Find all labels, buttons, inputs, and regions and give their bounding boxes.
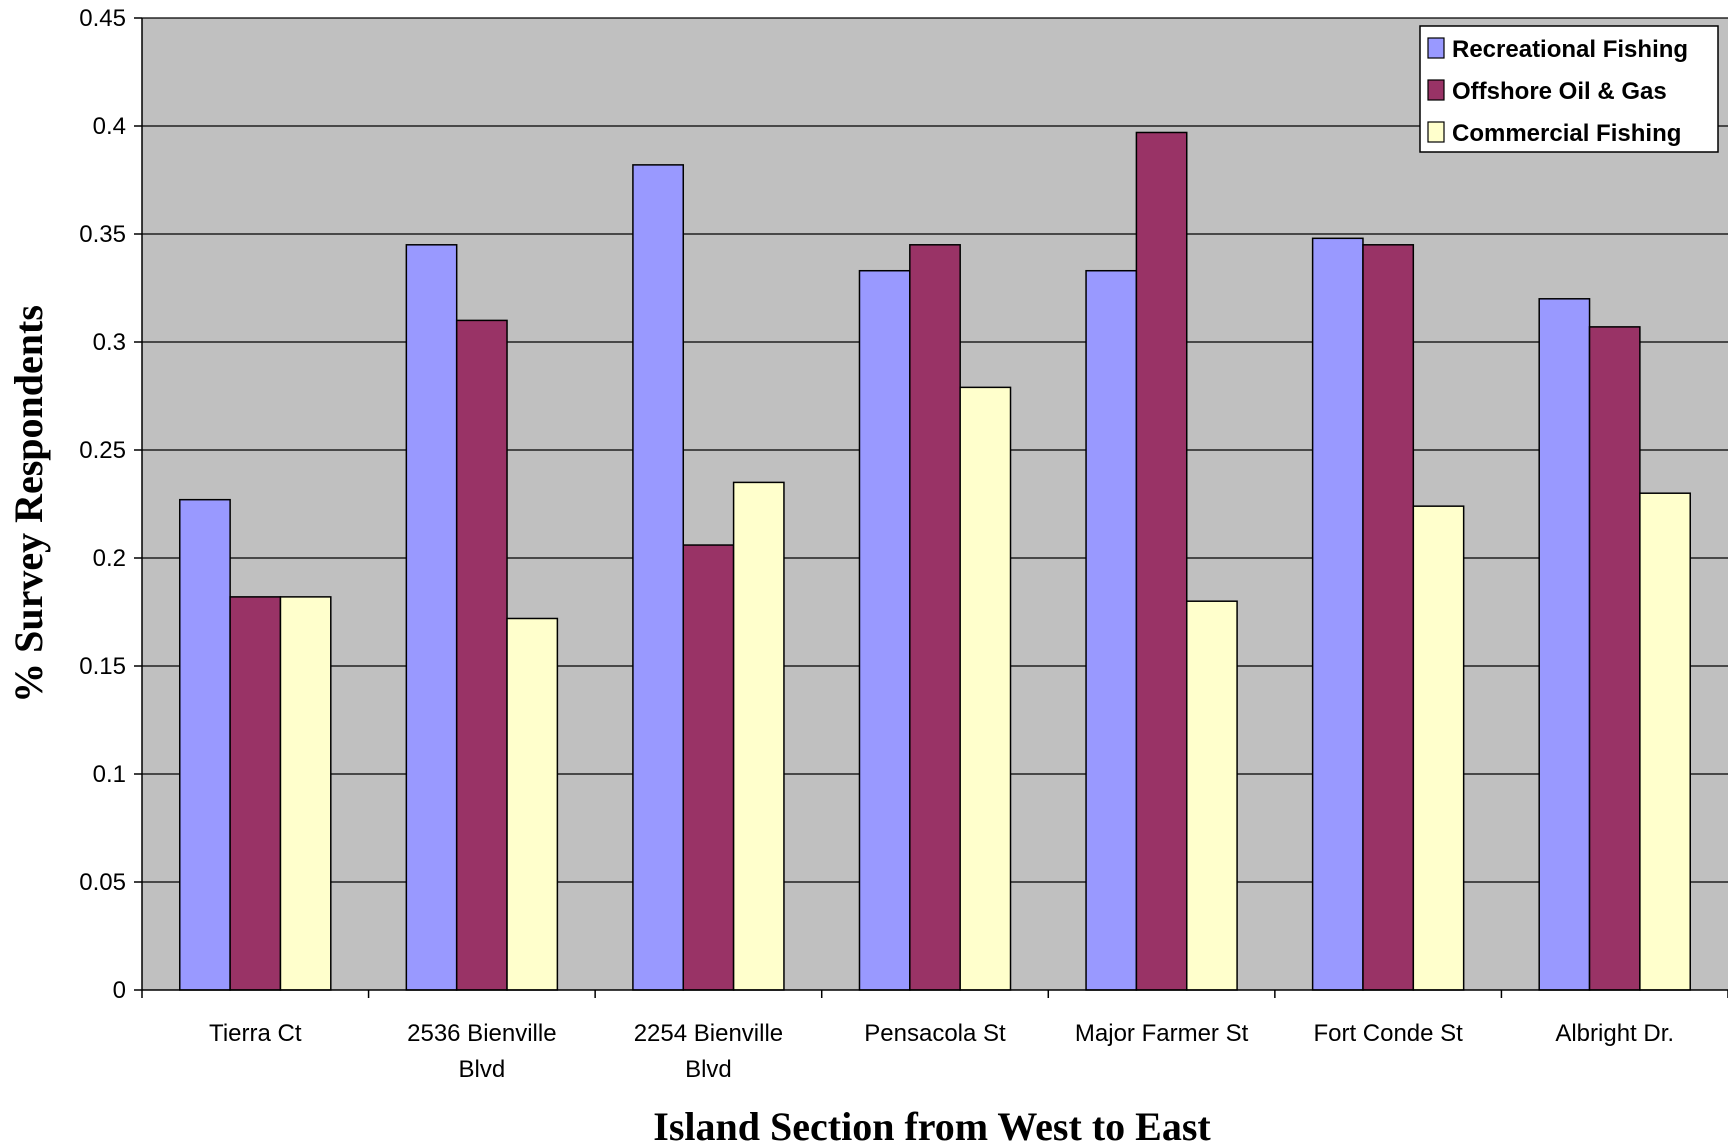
legend-swatch bbox=[1427, 79, 1445, 101]
bar bbox=[1135, 131, 1188, 991]
x-tick-label: Albright Dr. bbox=[1555, 1020, 1674, 1047]
x-tick-label: Major Farmer St bbox=[1075, 1020, 1249, 1047]
bar bbox=[405, 244, 458, 991]
y-tick-label: 0.4 bbox=[93, 113, 126, 140]
bar bbox=[632, 164, 685, 991]
y-tick-label: 0.3 bbox=[93, 329, 126, 356]
legend-label: Commercial Fishing bbox=[1452, 120, 1681, 147]
legend-box bbox=[1419, 25, 1719, 153]
bar bbox=[682, 544, 735, 991]
y-tick-label: 0.25 bbox=[79, 437, 126, 464]
axes bbox=[134, 17, 1728, 998]
bar bbox=[959, 386, 1012, 991]
y-tick-label: 0.45 bbox=[79, 5, 126, 32]
bar bbox=[732, 481, 785, 991]
bar bbox=[1588, 326, 1641, 991]
y-tick-label: 0.1 bbox=[93, 761, 126, 788]
x-tick-label: Fort Conde St bbox=[1313, 1020, 1463, 1047]
bar bbox=[1311, 237, 1364, 991]
y-tick-label: 0.2 bbox=[93, 545, 126, 572]
legend-swatch bbox=[1427, 121, 1445, 143]
y-tick-label: 0.05 bbox=[79, 869, 126, 896]
bar bbox=[1362, 244, 1415, 991]
y-tick-labels: 0 0.05 0.1 0.15 0.2 0.25 0.3 0.35 0.4 0.45 bbox=[79, 5, 126, 1004]
bars bbox=[179, 131, 1691, 991]
bar bbox=[455, 319, 508, 991]
legend-swatch bbox=[1427, 37, 1445, 59]
y-tick-label: 0.35 bbox=[79, 221, 126, 248]
x-tick-label: 2536 Bienville bbox=[407, 1020, 556, 1047]
y-axis-title: % Survey Respondents bbox=[6, 305, 51, 703]
legend-label: Offshore Oil & Gas bbox=[1452, 78, 1667, 105]
bar bbox=[1085, 269, 1138, 991]
x-axis-title: Island Section from West to East bbox=[653, 1104, 1211, 1146]
x-tick-label: Blvd bbox=[685, 1056, 732, 1083]
bar bbox=[1185, 600, 1238, 991]
x-tick-label: 2254 Bienville bbox=[634, 1020, 783, 1047]
bar bbox=[1639, 492, 1691, 991]
bar bbox=[1538, 298, 1591, 991]
bar bbox=[279, 596, 332, 991]
x-tick-label: Blvd bbox=[459, 1056, 506, 1083]
legend-label: Recreational Fishing bbox=[1452, 36, 1688, 63]
x-tick-labels: Tierra Ct 2536 Bienville Blvd 2254 Bienvill… bbox=[209, 1020, 1674, 1083]
y-tick-label: 0 bbox=[113, 977, 126, 1004]
bar bbox=[909, 244, 961, 991]
bar bbox=[229, 596, 282, 991]
bar bbox=[858, 269, 911, 991]
legend: Recreational Fishing Offshore Oil & Gas Co… bbox=[1419, 25, 1719, 153]
x-tick-label: Pensacola St bbox=[864, 1020, 1006, 1047]
bar bbox=[506, 617, 559, 991]
bar bbox=[1412, 505, 1465, 991]
y-tick-label: 0.15 bbox=[79, 653, 126, 680]
bar bbox=[179, 498, 231, 991]
x-tick-label: Tierra Ct bbox=[209, 1020, 302, 1047]
